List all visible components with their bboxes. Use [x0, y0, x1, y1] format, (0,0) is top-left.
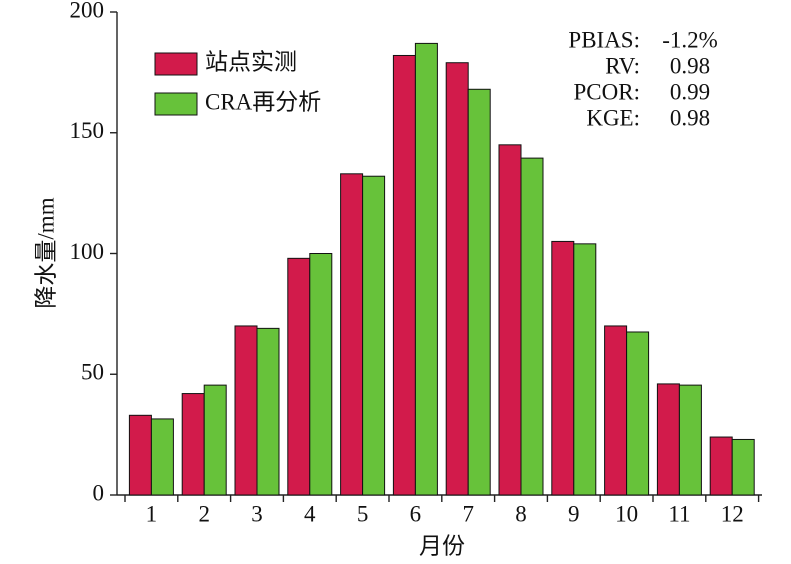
bar — [573, 243, 597, 496]
y-tick-label: 200 — [70, 0, 105, 22]
bar — [309, 253, 333, 496]
bar — [256, 327, 280, 496]
x-tick-label: 3 — [251, 501, 263, 526]
bar — [520, 157, 544, 496]
x-tick-label: 10 — [615, 501, 638, 526]
y-tick-label: 50 — [81, 360, 104, 385]
legend-swatch — [154, 52, 198, 76]
x-axis-title: 月份 — [419, 533, 465, 558]
bar — [551, 240, 575, 496]
bar — [678, 384, 702, 496]
y-tick-label: 0 — [93, 480, 105, 505]
x-tick-label: 7 — [462, 501, 474, 526]
x-tick-label: 1 — [146, 501, 158, 526]
bar — [445, 62, 469, 496]
x-tick-label: 2 — [198, 501, 210, 526]
legend-swatch — [154, 92, 198, 116]
stat-value: 0.99 — [670, 79, 710, 104]
x-tick-label: 12 — [721, 501, 744, 526]
bar — [234, 325, 258, 496]
stat-label: KGE: — [586, 105, 640, 130]
bar — [150, 418, 174, 496]
bar — [181, 393, 205, 496]
legend-label: 站点实测 — [205, 49, 297, 74]
bar — [709, 436, 733, 496]
bar — [626, 331, 650, 496]
x-tick-label: 6 — [410, 501, 422, 526]
y-axis-title: 降水量/mm — [33, 197, 58, 308]
bar — [128, 414, 152, 496]
legend-label: CRA再分析 — [205, 89, 321, 114]
y-tick-label: 100 — [70, 239, 105, 264]
bar — [340, 173, 364, 496]
bar — [604, 325, 628, 496]
x-tick-label: 4 — [304, 501, 316, 526]
stat-label: PBIAS: — [568, 27, 640, 52]
bar — [287, 257, 311, 496]
y-tick-label: 150 — [70, 118, 105, 143]
x-tick-label: 9 — [568, 501, 580, 526]
x-tick-label: 8 — [515, 501, 527, 526]
bar — [498, 144, 522, 496]
x-tick-label: 5 — [357, 501, 369, 526]
stat-label: PCOR: — [574, 79, 640, 104]
stat-value: 0.98 — [670, 105, 710, 130]
stat-value: -1.2% — [662, 27, 718, 52]
bar — [203, 384, 227, 496]
x-tick-label: 11 — [668, 501, 690, 526]
bar — [731, 438, 755, 496]
bar — [414, 42, 438, 496]
stat-value: 0.98 — [670, 53, 710, 78]
bar — [656, 383, 680, 496]
bar — [362, 175, 386, 496]
bar — [392, 54, 416, 496]
bar — [467, 88, 491, 496]
stat-label: RV: — [605, 53, 640, 78]
